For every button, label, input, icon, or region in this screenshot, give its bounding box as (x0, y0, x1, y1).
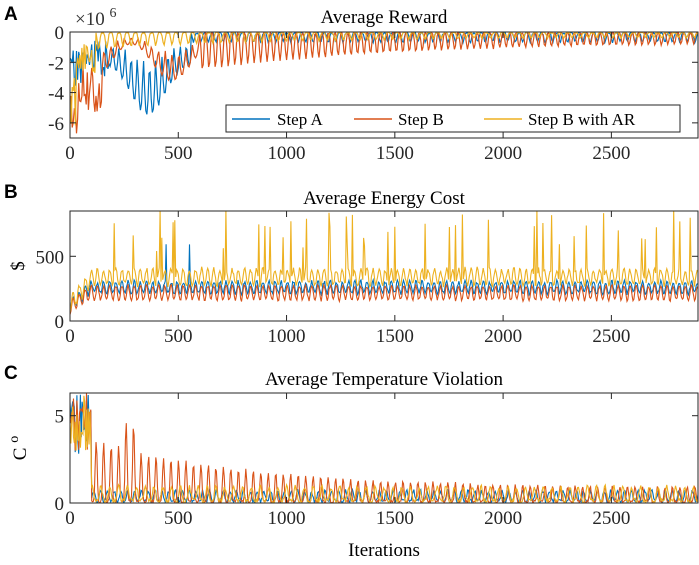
panel-c-ticks: 0 500 1000 1500 2000 2500 0 5 (55, 393, 698, 529)
panel-c-series-step-b (70, 393, 698, 503)
legend-box (225, 104, 681, 133)
legend-label-step-b-with-ar: Step B with AR (528, 110, 636, 129)
panel-c-axes-box (69, 392, 699, 504)
panel-a-series-step-b-with-ar (70, 32, 698, 126)
panel-c-xtick-label: 0 (65, 508, 75, 529)
panel-b-axes-box (69, 210, 699, 322)
panel-c-ylabel-unit: C (10, 448, 31, 461)
panel-c-ytick-label: 0 (55, 494, 65, 515)
panel-c-ytick-label: 5 (55, 407, 65, 428)
panel-a-ytick-label: -4 (48, 84, 64, 105)
panel-a-ytick-label: 0 (55, 23, 65, 44)
panel-b-ticks: 0 500 1000 1500 2000 2500 0 500 (36, 211, 698, 347)
panel-a-legend: Step A Step B Step B with AR (225, 104, 681, 133)
panel-a-axes-box (69, 31, 699, 139)
panel-b-ylabel: $ (8, 261, 29, 271)
panel-a-title: Average Reward (321, 7, 448, 28)
panel-c-xtick-label: 500 (164, 508, 193, 529)
panel-a-lines (70, 32, 698, 134)
panel-b-xtick-label: 1500 (376, 326, 414, 347)
panel-a-xtick-label: 1500 (376, 143, 414, 164)
panel-a-exponent: ×10 6 (75, 6, 116, 30)
panel-c-ylabel-superscript: o (7, 436, 22, 443)
panel-c-xtick-label: 2000 (484, 508, 522, 529)
panel-a-xtick-label: 2000 (484, 143, 522, 164)
panel-c-ylabel: C o (7, 436, 31, 460)
panel-a-label: A (4, 4, 18, 25)
panel-c-title: Average Temperature Violation (265, 369, 504, 390)
panel-a: A Average Reward ×10 6 0 500 1000 1500 2000 2… (4, 4, 699, 164)
panel-c-series-step-b-with-ar (70, 395, 698, 503)
panel-c-xtick-label: 1500 (376, 508, 414, 529)
panel-b-series-step-a (70, 244, 698, 312)
panel-a-ytick-label: -2 (48, 53, 64, 74)
panel-a-ytick-label: -6 (48, 114, 64, 135)
legend-label-step-a: Step A (277, 110, 324, 129)
panel-a-xtick-label: 500 (164, 143, 193, 164)
panel-a-exponent-power: 6 (109, 6, 116, 21)
panel-a-xtick-label: 1000 (268, 143, 306, 164)
panel-a-ticks: 0 500 1000 1500 2000 2500 0 -2 -4 -6 (48, 23, 698, 164)
panel-c-xlabel: Iterations (348, 540, 420, 561)
panel-c-xtick-label: 1000 (268, 508, 306, 529)
panel-c-label: C (4, 363, 18, 384)
panel-b: B Average Energy Cost $ 0 500 1000 1500 2000… (4, 182, 699, 347)
panel-b-xtick-label: 2500 (592, 326, 630, 347)
panel-c-lines (70, 393, 698, 503)
panel-b-xtick-label: 2000 (484, 326, 522, 347)
panel-b-ytick-label: 0 (55, 312, 65, 333)
panel-b-title: Average Energy Cost (303, 188, 466, 209)
panel-b-lines (70, 211, 698, 315)
panel-c-series-step-a (70, 394, 698, 503)
panel-b-xtick-label: 0 (65, 326, 75, 347)
panel-a-xtick-label: 2500 (592, 143, 630, 164)
panel-b-label: B (4, 182, 18, 203)
panel-b-series-step-b-with-ar (70, 211, 698, 313)
panel-a-xtick-label: 0 (65, 143, 75, 164)
panel-b-ytick-label: 500 (36, 247, 65, 268)
panel-a-exponent-base: ×10 (75, 9, 105, 30)
panel-c: C Average Temperature Violation C o 0 500… (4, 363, 699, 561)
panel-b-xtick-label: 1000 (268, 326, 306, 347)
panel-b-xtick-label: 500 (164, 326, 193, 347)
legend-label-step-b: Step B (398, 110, 444, 129)
panel-b-series-step-b (70, 282, 698, 315)
panel-c-xtick-label: 2500 (592, 508, 630, 529)
